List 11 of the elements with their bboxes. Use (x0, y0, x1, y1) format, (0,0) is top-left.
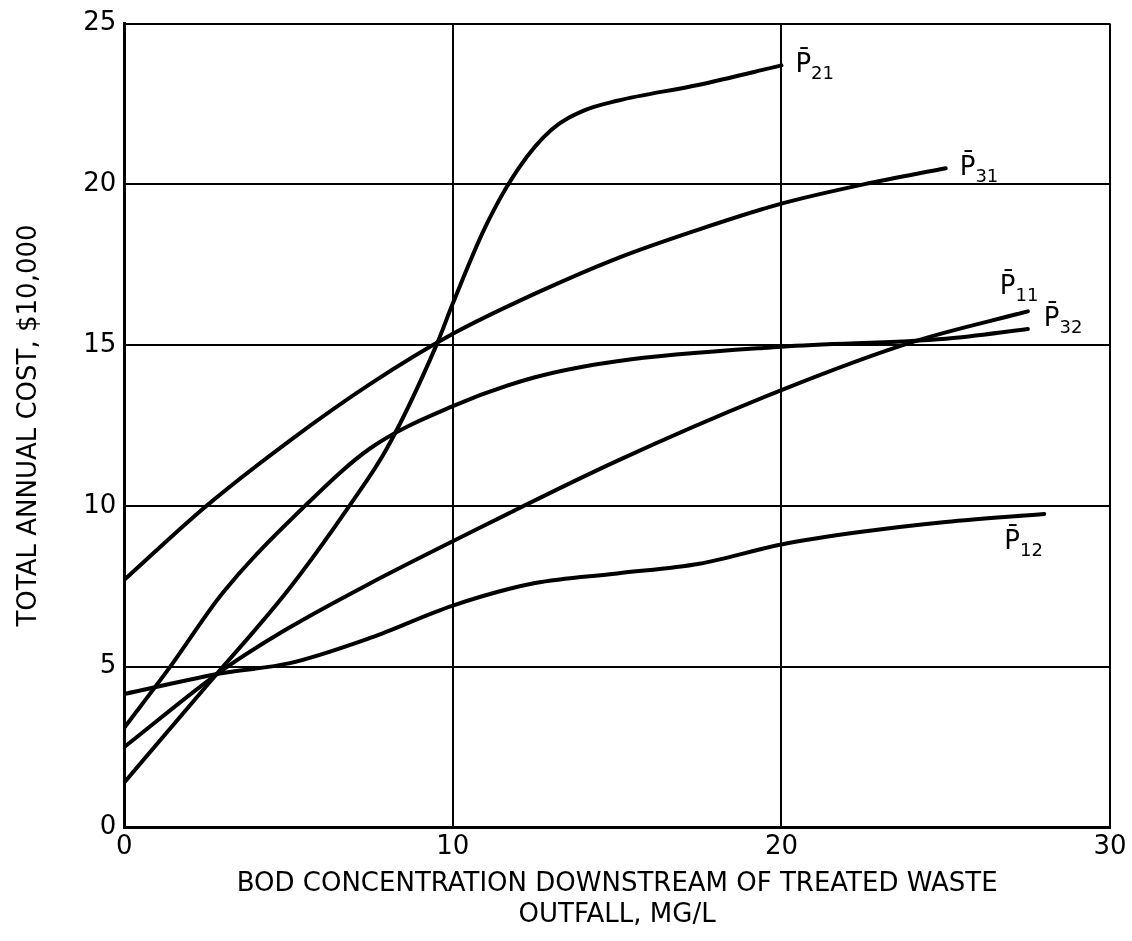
y-tick-label: 15 (83, 327, 117, 358)
x-axis-title: BOD CONCENTRATION DOWNSTREAM OF TREATED WASTE OUTFALL, MG/L (236, 866, 998, 929)
y-tick-label: 10 (83, 488, 117, 519)
y-tick-label: 25 (83, 6, 117, 37)
y-tick-label: 0 (99, 810, 117, 841)
x-tick-label: 10 (436, 829, 470, 860)
x-tick-label: 30 (1093, 829, 1127, 860)
y-tick-label: 5 (99, 649, 117, 680)
y-axis-title: TOTAL ANNUAL COST, $10,000 (12, 224, 43, 628)
y-tick-label: 20 (83, 167, 117, 198)
x-tick-label: 20 (764, 829, 798, 860)
